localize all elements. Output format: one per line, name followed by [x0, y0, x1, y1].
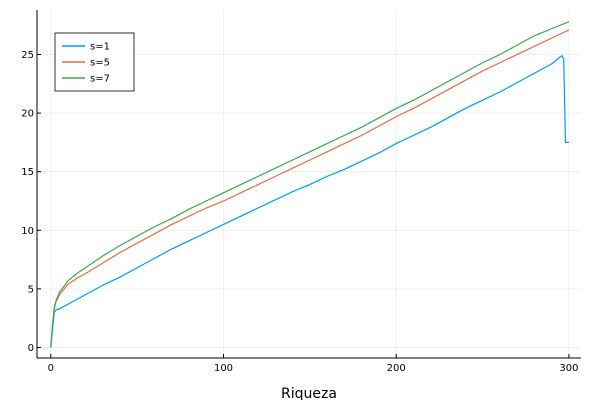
series-line-2 [50, 29, 570, 348]
legend-label-1: s=1 [90, 42, 110, 53]
y-tick-label-0: 0 [28, 343, 34, 354]
x-tick-label-3: 300 [559, 363, 578, 374]
x-tick-label-1: 100 [214, 363, 233, 374]
tick-labels: 0 100 200 300 0 5 10 15 20 25 [21, 50, 578, 374]
series-lines [50, 21, 570, 348]
y-tick-label-4: 20 [21, 109, 34, 120]
legend-label-3: s=7 [90, 74, 110, 85]
series-line-3 [50, 21, 570, 348]
legend-label-2: s=5 [90, 58, 110, 69]
y-tick-label-3: 15 [21, 167, 34, 178]
x-tick-label-2: 200 [387, 363, 406, 374]
y-tick-label-5: 25 [21, 50, 34, 61]
grid-lines [37, 10, 581, 358]
series-line-1 [50, 55, 569, 348]
legend: s=1 s=5 s=7 [54, 32, 135, 92]
x-axis-label: Riqueza [281, 386, 337, 400]
axes [36, 10, 581, 359]
y-tick-label-2: 10 [21, 226, 34, 237]
y-tick-label-1: 5 [28, 284, 34, 295]
x-tick-label-0: 0 [48, 363, 54, 374]
